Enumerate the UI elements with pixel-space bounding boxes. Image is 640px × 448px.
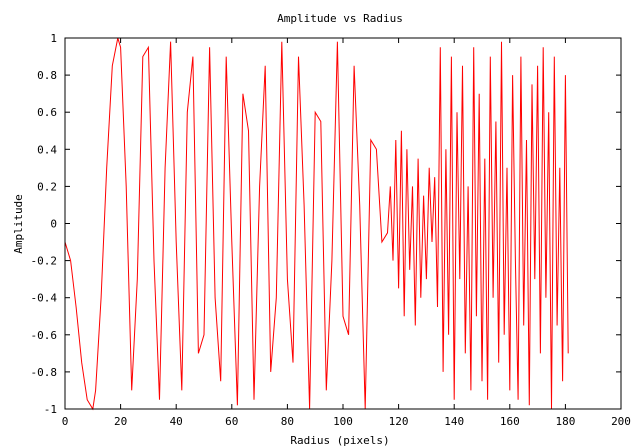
y-tick-label: -0.4: [31, 292, 58, 305]
x-tick-label: 20: [114, 415, 127, 428]
x-tick-label: 60: [225, 415, 238, 428]
y-axis-label: Amplitude: [12, 194, 25, 254]
plot-frame: [64, 37, 622, 410]
x-tick-label: 160: [500, 415, 520, 428]
x-tick-label: 0: [62, 415, 69, 428]
x-tick-label: 100: [333, 415, 353, 428]
chart-title: Amplitude vs Radius: [277, 12, 403, 25]
x-tick-label: 180: [555, 415, 575, 428]
x-tick-label: 120: [389, 415, 409, 428]
x-tick-label: 80: [281, 415, 294, 428]
series-line: [64, 37, 569, 411]
x-tick-label: 200: [611, 415, 631, 428]
x-tick-label: 140: [444, 415, 464, 428]
y-tick-label: -0.6: [31, 329, 58, 342]
x-tick-label: 40: [170, 415, 183, 428]
x-axis-label: Radius (pixels): [290, 434, 389, 447]
y-tick-label: -0.2: [31, 255, 58, 268]
y-tick-label: 0.4: [37, 143, 57, 156]
y-tick-label: 0.6: [37, 106, 57, 119]
y-tick-label: -1: [44, 403, 57, 416]
y-tick-label: 0: [50, 218, 57, 231]
y-tick-label: 0.8: [37, 69, 57, 82]
y-tick-label: -0.8: [31, 366, 58, 379]
x-axis-ticks: 0 20 40 60 80 100 120 140 160 180 200: [62, 38, 631, 428]
y-tick-label: 1: [50, 32, 57, 45]
y-tick-label: 0.2: [37, 180, 57, 193]
